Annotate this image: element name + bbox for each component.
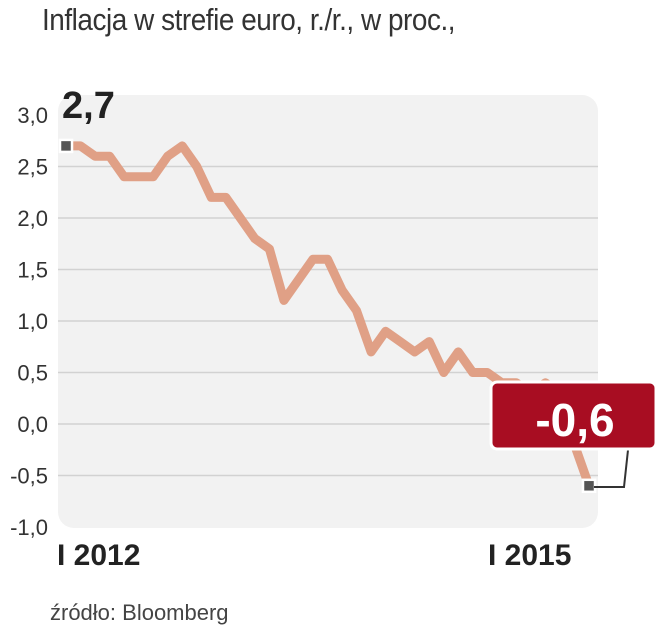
chart-title: Inflacja w strefie euro, r./r., w proc., — [42, 2, 456, 37]
x-tick-label-start: I 2012 — [57, 539, 140, 572]
source-note: źródło: Bloomberg — [50, 600, 229, 625]
y-tick-label: 2,0 — [17, 206, 48, 231]
y-tick-label: 1,0 — [17, 309, 48, 334]
callout-leader — [594, 449, 629, 488]
y-tick-label: 1,5 — [17, 258, 48, 283]
last-point-marker — [581, 478, 597, 494]
first-point-marker — [58, 138, 74, 154]
y-tick-label: 3,0 — [17, 103, 48, 128]
y-tick-label: 0,5 — [17, 361, 48, 386]
first-value-label: 2,7 — [62, 85, 115, 127]
y-tick-label: 2,5 — [17, 155, 48, 180]
y-tick-label: 0,0 — [17, 412, 48, 437]
last-value-label: -0,6 — [535, 394, 614, 446]
x-tick-label-end: I 2015 — [488, 539, 571, 572]
y-tick-label: -0,5 — [10, 464, 48, 489]
last-value-badge — [489, 380, 658, 451]
plot-area — [58, 95, 598, 528]
y-tick-label: -1,0 — [10, 515, 48, 540]
